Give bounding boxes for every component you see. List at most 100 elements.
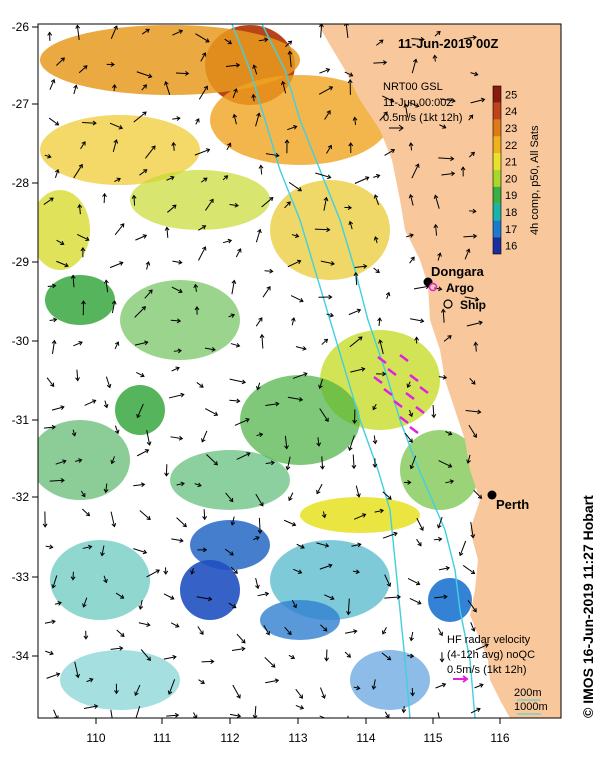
velocity-arrow	[115, 592, 125, 599]
velocity-arrow	[411, 58, 418, 74]
argo-markers	[373, 354, 429, 434]
velocity-arrow	[265, 460, 275, 466]
velocity-arrow	[103, 575, 108, 584]
velocity-arrow	[255, 112, 261, 127]
velocity-arrow	[295, 704, 305, 710]
velocity-arrow	[437, 516, 443, 529]
velocity-arrow	[164, 81, 171, 95]
velocity-arrow	[409, 256, 415, 264]
velocity-arrow	[136, 449, 150, 457]
velocity-arrow	[287, 259, 302, 268]
velocity-arrow	[176, 517, 187, 528]
velocity-arrow	[256, 432, 264, 438]
velocity-arrow	[291, 599, 298, 609]
velocity-arrow	[167, 679, 176, 695]
velocity-arrow	[56, 57, 65, 66]
velocity-arrow	[70, 274, 76, 288]
map-title: 11-Jun-2019 00Z	[398, 36, 499, 51]
velocity-arrow	[408, 409, 414, 418]
velocity-arrow	[235, 248, 242, 258]
velocity-arrow	[439, 98, 456, 104]
velocity-arrow	[372, 403, 377, 411]
argo-track	[415, 406, 425, 414]
velocity-arrow	[197, 626, 204, 635]
argo-track	[405, 392, 415, 400]
velocity-arrow	[82, 597, 88, 608]
velocity-arrow	[84, 399, 97, 406]
velocity-arrow	[166, 712, 180, 718]
velocity-arrow	[136, 71, 153, 79]
velocity-arrow	[470, 71, 479, 77]
velocity-arrow	[263, 624, 270, 636]
velocity-arrow	[295, 688, 303, 699]
velocity-arrow	[171, 286, 183, 294]
perth-label: Perth	[496, 497, 529, 512]
velocity-arrow	[376, 39, 384, 46]
velocity-arrow	[133, 482, 146, 488]
velocity-arrow	[230, 342, 241, 348]
velocity-arrow	[466, 454, 471, 464]
velocity-arrow	[200, 52, 207, 62]
velocity-arrow	[315, 172, 332, 180]
velocity-arrow	[134, 340, 149, 346]
colorbar-tick-label: 21	[505, 157, 517, 169]
velocity-arrow	[228, 602, 237, 609]
velocity-arrow	[197, 547, 208, 553]
velocity-arrow	[411, 163, 420, 179]
velocity-arrow	[172, 116, 181, 121]
velocity-arrow	[261, 196, 274, 208]
velocity-arrow	[255, 228, 262, 243]
velocity-arrow	[353, 271, 359, 286]
velocity-arrow	[83, 704, 99, 710]
velocity-arrow	[316, 483, 323, 495]
velocity-arrow	[441, 171, 456, 177]
velocity-arrow	[83, 630, 89, 640]
velocity-arrow	[314, 227, 331, 233]
velocity-arrow	[224, 38, 233, 45]
colorbar-tick-label: 16	[505, 241, 517, 253]
velocity-arrow	[100, 545, 105, 557]
velocity-arrow	[373, 236, 379, 244]
argo-track	[419, 386, 429, 394]
velocity-arrow	[73, 163, 83, 179]
velocity-arrow	[407, 577, 421, 586]
velocity-arrow	[352, 116, 358, 126]
velocity-arrow	[46, 377, 55, 388]
velocity-arrow	[43, 197, 54, 206]
velocity-arrow	[225, 492, 234, 503]
velocity-arrow	[410, 688, 415, 697]
argo-track	[373, 376, 383, 384]
hf-radar-line2: (4-12h avg) noQC	[447, 649, 535, 661]
velocity-arrow	[475, 643, 489, 651]
velocity-arrow	[408, 142, 414, 151]
velocity-arrow	[347, 435, 355, 451]
velocity-arrow	[259, 333, 265, 349]
velocity-arrow	[468, 114, 474, 121]
velocity-arrow	[287, 50, 293, 68]
velocity-arrow	[433, 223, 439, 236]
velocity-arrow	[319, 24, 324, 38]
velocity-arrow	[409, 597, 422, 605]
colorbar-tick-label: 23	[505, 123, 517, 135]
velocity-arrow	[374, 508, 385, 514]
velocity-arrow	[462, 565, 476, 575]
velocity-arrow	[206, 454, 218, 466]
velocity-arrow	[114, 683, 119, 695]
velocity-arrow	[470, 521, 476, 539]
velocity-arrow	[470, 707, 481, 714]
velocity-arrow	[437, 252, 442, 261]
velocity-arrow	[373, 194, 380, 206]
velocity-arrow	[354, 176, 370, 184]
velocity-arrow	[255, 317, 263, 327]
velocity-arrow	[467, 600, 477, 613]
velocity-arrow	[283, 519, 297, 527]
velocity-arrow	[382, 627, 387, 635]
velocity-arrow	[343, 24, 349, 38]
velocity-arrow	[287, 125, 298, 131]
velocity-arrow	[320, 624, 328, 632]
velocity-arrow	[473, 341, 479, 352]
argo-track	[409, 426, 419, 434]
velocity-arrow	[384, 574, 392, 587]
velocity-arrow	[463, 35, 477, 40]
velocity-arrow	[229, 202, 239, 208]
